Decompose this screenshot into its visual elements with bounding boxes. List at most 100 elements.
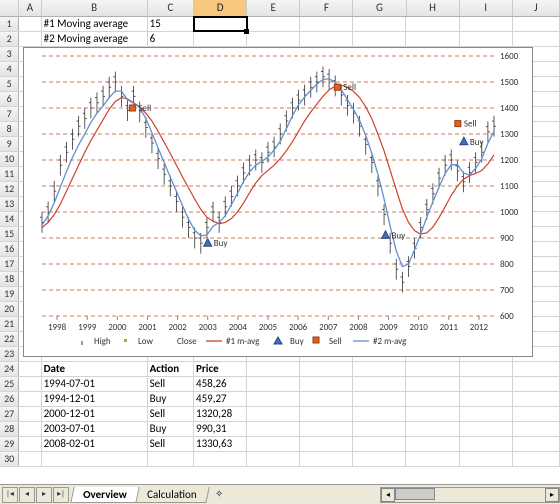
cell-D25[interactable]: 458,26 xyxy=(194,377,247,391)
cell-H24[interactable] xyxy=(406,362,459,376)
cell-C29[interactable]: Sell xyxy=(148,437,194,451)
cell-F24[interactable] xyxy=(300,362,353,376)
cell-A30[interactable] xyxy=(19,452,41,466)
cell-E24[interactable] xyxy=(247,362,300,376)
cell-E27[interactable] xyxy=(247,407,300,421)
cell-I26[interactable] xyxy=(460,392,513,406)
cell-C1[interactable]: 15 xyxy=(148,17,194,31)
row-header-8[interactable]: 8 xyxy=(0,122,19,136)
col-header-E[interactable]: E xyxy=(247,0,300,16)
cell-F25[interactable] xyxy=(300,377,353,391)
cell-B27[interactable]: 2000-12-01 xyxy=(42,407,148,421)
row-header-9[interactable]: 9 xyxy=(0,137,19,151)
cell-F1[interactable] xyxy=(300,17,353,31)
row-header-11[interactable]: 11 xyxy=(0,167,19,181)
row-header-3[interactable]: 3 xyxy=(0,47,19,61)
row-header-10[interactable]: 10 xyxy=(0,152,19,166)
row-header-30[interactable]: 30 xyxy=(0,452,19,466)
col-header-I[interactable]: I xyxy=(460,0,513,16)
cell-B25[interactable]: 1994-07-01 xyxy=(42,377,148,391)
scroll-right-arrow[interactable]: ▸ xyxy=(545,488,559,502)
cell-C2[interactable]: 6 xyxy=(148,32,194,46)
cell-D26[interactable]: 459,27 xyxy=(194,392,247,406)
cell-G30[interactable] xyxy=(353,452,406,466)
col-header-B[interactable]: B xyxy=(42,0,148,16)
cell-E26[interactable] xyxy=(247,392,300,406)
row-header-19[interactable]: 19 xyxy=(0,287,19,301)
cell-B1[interactable]: #1 Moving average xyxy=(42,17,148,31)
row-header-4[interactable]: 4 xyxy=(0,62,19,76)
cell-E1[interactable] xyxy=(247,17,300,31)
cell-D1[interactable] xyxy=(194,17,247,31)
row-header-17[interactable]: 17 xyxy=(0,257,19,271)
col-header-F[interactable]: F xyxy=(300,0,353,16)
cell-G24[interactable] xyxy=(353,362,406,376)
cell-F30[interactable] xyxy=(300,452,353,466)
cell-A29[interactable] xyxy=(19,437,41,451)
tab-nav-last[interactable]: ▸| xyxy=(53,487,69,503)
col-header-C[interactable]: C xyxy=(148,0,194,16)
cell-C25[interactable]: Sell xyxy=(148,377,194,391)
tab-nav-prev[interactable]: ◂ xyxy=(19,487,35,503)
cell-I25[interactable] xyxy=(460,377,513,391)
row-header-25[interactable]: 25 xyxy=(0,377,19,391)
cell-F26[interactable] xyxy=(300,392,353,406)
cell-C28[interactable]: Buy xyxy=(148,422,194,436)
cell-C26[interactable]: Buy xyxy=(148,392,194,406)
cell-I2[interactable] xyxy=(460,32,513,46)
cell-J26[interactable] xyxy=(513,392,560,406)
cell-J28[interactable] xyxy=(513,422,560,436)
cell-J29[interactable] xyxy=(513,437,560,451)
row-header-2[interactable]: 2 xyxy=(0,32,19,46)
cell-J2[interactable] xyxy=(513,32,560,46)
cell-C30[interactable] xyxy=(148,452,194,466)
cell-G25[interactable] xyxy=(353,377,406,391)
cell-E28[interactable] xyxy=(247,422,300,436)
cell-D28[interactable]: 990,31 xyxy=(194,422,247,436)
cell-E25[interactable] xyxy=(247,377,300,391)
cell-I1[interactable] xyxy=(460,17,513,31)
embedded-chart[interactable]: 6007008009001000110012001300140015001600… xyxy=(23,47,533,357)
cell-B26[interactable]: 1994-12-01 xyxy=(42,392,148,406)
cell-I27[interactable] xyxy=(460,407,513,421)
row-header-28[interactable]: 28 xyxy=(0,422,19,436)
row-header-26[interactable]: 26 xyxy=(0,392,19,406)
cell-F27[interactable] xyxy=(300,407,353,421)
cell-G2[interactable] xyxy=(353,32,406,46)
cell-D27[interactable]: 1320,28 xyxy=(194,407,247,421)
cell-H26[interactable] xyxy=(406,392,459,406)
cell-E2[interactable] xyxy=(247,32,300,46)
cell-E30[interactable] xyxy=(247,452,300,466)
cell-H28[interactable] xyxy=(406,422,459,436)
cell-J30[interactable] xyxy=(513,452,560,466)
cell-G28[interactable] xyxy=(353,422,406,436)
row-header-7[interactable]: 7 xyxy=(0,107,19,121)
cell-B24[interactable]: Date xyxy=(42,362,148,376)
cell-B2[interactable]: #2 Moving average xyxy=(42,32,148,46)
col-header-J[interactable]: J xyxy=(513,0,560,16)
row-header-27[interactable]: 27 xyxy=(0,407,19,421)
cell-D29[interactable]: 1330,63 xyxy=(194,437,247,451)
cell-I24[interactable] xyxy=(460,362,513,376)
cell-B30[interactable] xyxy=(42,452,148,466)
cell-A27[interactable] xyxy=(19,407,41,421)
row-header-24[interactable]: 24 xyxy=(0,362,19,376)
cell-H25[interactable] xyxy=(406,377,459,391)
row-header-13[interactable]: 13 xyxy=(0,197,19,211)
row-header-15[interactable]: 15 xyxy=(0,227,19,241)
cell-F29[interactable] xyxy=(300,437,353,451)
row-header-18[interactable]: 18 xyxy=(0,272,19,286)
cell-H29[interactable] xyxy=(406,437,459,451)
row-header-14[interactable]: 14 xyxy=(0,212,19,226)
col-header-H[interactable]: H xyxy=(407,0,460,16)
tab-nav-next[interactable]: ▸ xyxy=(36,487,52,503)
cell-J24[interactable] xyxy=(513,362,560,376)
cell-G27[interactable] xyxy=(353,407,406,421)
row-header-12[interactable]: 12 xyxy=(0,182,19,196)
col-header-rh[interactable] xyxy=(0,0,19,16)
cell-C27[interactable]: Sell xyxy=(148,407,194,421)
cell-A26[interactable] xyxy=(19,392,41,406)
sheet-tab-overview[interactable]: Overview xyxy=(70,487,139,503)
cell-B29[interactable]: 2008-02-01 xyxy=(42,437,148,451)
cell-H1[interactable] xyxy=(406,17,459,31)
